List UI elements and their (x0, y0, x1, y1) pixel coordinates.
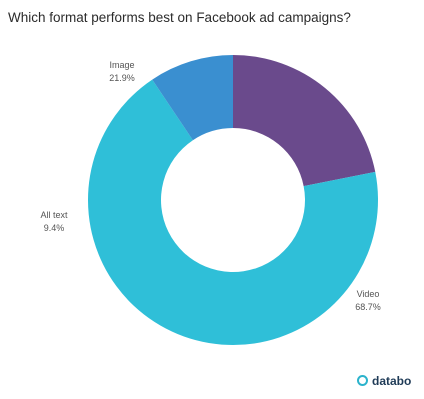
slices-group (87, 55, 378, 345)
slice-label: Image (109, 60, 134, 70)
slice-value-label: 68.7% (355, 302, 381, 312)
slice-value-label: 9.4% (44, 223, 65, 233)
labels-group: Image 21.9% Video 68.7% All text 9.4% (40, 60, 380, 312)
slice-video (87, 79, 378, 345)
slice-label: All text (40, 210, 68, 220)
databox-logo-icon (357, 375, 368, 386)
brand-logo: databo (357, 374, 411, 388)
slice-label: Video (357, 289, 380, 299)
chart-title: Which format performs best on Facebook a… (8, 10, 351, 25)
slice-value-label: 21.9% (109, 73, 135, 83)
slice-image (233, 55, 376, 187)
slice-all-text (152, 55, 233, 141)
brand-text: databo (372, 374, 412, 388)
